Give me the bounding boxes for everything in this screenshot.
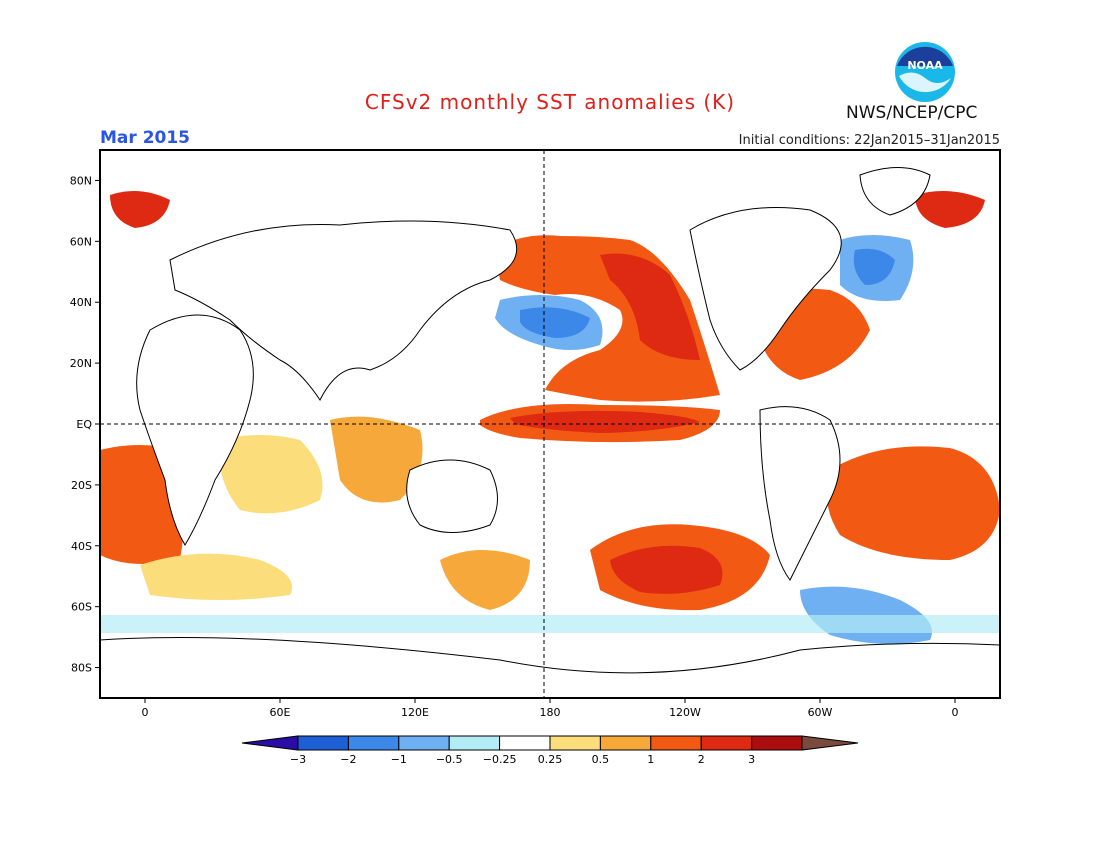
colorbar-swatch xyxy=(347,735,400,751)
lon-label: 60W xyxy=(808,706,833,719)
colorbar-swatch xyxy=(700,735,753,751)
lon-label: 120E xyxy=(401,706,429,719)
colorbar-swatch xyxy=(448,735,501,751)
colorbar-label: −3 xyxy=(290,753,306,766)
colorbar-label: −2 xyxy=(340,753,356,766)
lat-label: EQ xyxy=(76,418,92,431)
latitude-axis: 80N 60N 40N 20N EQ 20S 40S 60S 80S xyxy=(70,174,100,675)
lon-label: 120W xyxy=(669,706,701,719)
map-title: CFSv2 monthly SST anomalies (K) xyxy=(364,90,736,114)
lat-label: 80N xyxy=(70,174,92,187)
continent-outlines xyxy=(100,167,1000,698)
colorbar-label: 2 xyxy=(698,753,705,766)
month-label: Mar 2015 xyxy=(100,128,191,148)
colorbar: −3 −2 −1 −0.5 −0.25 0.25 0.5 1 2 3 xyxy=(241,735,859,766)
colorbar-swatch xyxy=(650,735,702,751)
colorbar-swatch xyxy=(549,735,601,751)
lon-label: 0 xyxy=(142,706,149,719)
colorbar-swatch xyxy=(297,735,349,751)
initial-conditions-label: Initial conditions: 22Jan2015–31Jan2015 xyxy=(738,133,1000,148)
colorbar-max-arrow xyxy=(801,735,859,751)
logo-text: NOAA xyxy=(907,59,943,72)
colorbar-min-arrow xyxy=(241,735,299,751)
colorbar-label: 3 xyxy=(748,753,755,766)
colorbar-label: −0.25 xyxy=(483,753,517,766)
noaa-logo-icon: NOAA xyxy=(895,42,955,102)
lon-label: 60E xyxy=(270,706,291,719)
longitude-axis: 0 60E 120E 180 120W 60W 0 xyxy=(142,698,959,719)
colorbar-label: −0.5 xyxy=(436,753,463,766)
lat-label: 20N xyxy=(70,357,92,370)
colorbar-swatch xyxy=(398,735,450,751)
colorbar-swatch xyxy=(751,735,803,751)
lat-label: 60N xyxy=(70,235,92,248)
lat-label: 60S xyxy=(71,601,92,614)
lon-label: 0 xyxy=(952,706,959,719)
lat-label: 80S xyxy=(71,662,92,675)
agency-label: NWS/NCEP/CPC xyxy=(846,103,978,123)
lat-label: 40N xyxy=(70,296,92,309)
colorbar-label: 0.25 xyxy=(538,753,563,766)
lon-label: 180 xyxy=(540,706,561,719)
colorbar-swatch xyxy=(599,735,652,751)
colorbar-label: 0.5 xyxy=(592,753,610,766)
colorbar-label: −1 xyxy=(391,753,407,766)
lat-label: 20S xyxy=(71,479,92,492)
lat-label: 40S xyxy=(71,540,92,553)
colorbar-swatch xyxy=(499,735,551,751)
colorbar-label: 1 xyxy=(647,753,654,766)
